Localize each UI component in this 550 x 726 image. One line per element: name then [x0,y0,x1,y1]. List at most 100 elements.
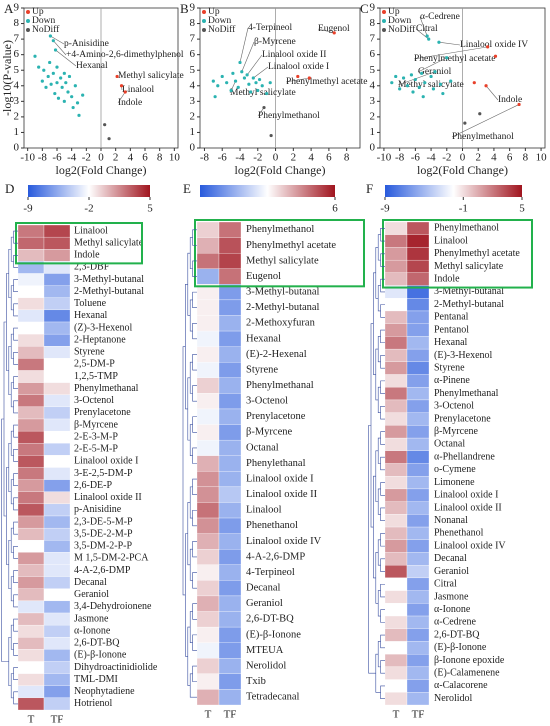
heat-cell [218,658,242,674]
heat-cell [406,221,430,235]
row-label: 3-Methyl-butanal [246,287,320,298]
heat-cell [218,221,242,238]
row-label: 2,5-DM-P [74,359,115,370]
heat-cell [196,486,220,503]
point [423,81,427,85]
heat-cell [196,502,220,519]
leader-line [317,28,335,34]
heat-cell [17,406,45,420]
heat-cell [196,517,220,534]
point [51,71,55,75]
heat-cell [43,661,71,674]
point [53,91,57,96]
legend-marker [382,19,386,23]
row-label: Prenylacetone [74,407,131,418]
heat-cell [43,624,71,638]
row-label: β-Ionone epoxide [434,655,505,666]
heat-cell [196,595,220,612]
dendrogram [377,539,381,566]
heat-cell [43,515,71,529]
heat-cell [406,412,430,426]
heat-cell [17,515,45,529]
row-label: α-Pinene [434,375,470,386]
row-label: Hotrienol [74,698,113,709]
heat-cell [218,393,242,410]
x-tick-label: -4 [67,152,77,164]
dendrogram [380,355,385,369]
heat-cell [196,580,220,597]
y-tick-label: 7 [190,33,196,45]
heat-cell [43,612,71,626]
row-label: Prenylacetone [246,411,306,422]
point [123,90,127,94]
heat-cell [384,628,408,642]
heat-cell [406,628,430,642]
dendrogram [377,336,381,363]
dendrogram [373,475,376,579]
dendrogram [10,479,14,505]
row-label: 2-Heptanone [74,334,126,345]
y-tick-label: 3 [190,95,196,107]
heat-cell [17,236,45,250]
row-label: MTEUA [246,645,284,656]
leader-line [117,91,126,104]
heat-cell [384,565,408,579]
heat-cell [17,273,45,286]
row-label: Hexanal [434,337,468,348]
heat-cell [384,425,408,439]
heat-cell [384,437,408,451]
y-tick-label: 9 [14,2,20,14]
heat-cell [218,268,242,285]
heat-cell [406,272,430,286]
row-label: Linalool oxide II [434,502,502,513]
heat-cell [406,399,430,413]
heat-cell [43,394,71,408]
row-label: 2-Methyl-butanal [246,302,320,313]
point [245,73,249,77]
point [48,34,53,38]
y-tick-label: 8 [370,17,376,29]
heat-cell [406,577,430,591]
point [390,81,394,85]
annotation: Linalool oxide IV [460,40,528,50]
legend-marker [26,10,30,14]
row-label: TML-DMI [74,674,118,685]
row-label: α-Calacorene [434,680,488,691]
y-tick-label: 6 [190,48,196,60]
y-tick-label: 3 [14,95,20,107]
heat-cell [43,333,71,347]
dendrogram [13,352,18,365]
row-label: α-Cedrene [434,617,476,628]
row-label: 2-Methoxyfuran [246,318,316,329]
heat-cell [384,463,408,477]
point [437,40,441,44]
heat-cell [196,393,220,410]
annotation: +4-Amino-2,6-dimethylphenol [66,50,184,60]
point [260,84,264,88]
heat-cell [17,503,45,517]
point [211,79,215,83]
dendrogram [189,611,193,643]
heat-cell [384,298,408,312]
heat-cell [43,236,71,250]
row-label: 2,6-DT-BQ [74,638,120,649]
dendrogram [13,667,18,680]
heat-cell [196,533,220,550]
heat-cell [218,486,242,503]
heat-cell [218,299,242,316]
point [427,37,431,41]
y-tick-label: 4 [14,79,20,91]
dendrogram [8,248,12,299]
heat-cell [218,377,242,394]
dendrogram [13,570,18,583]
panel-label: F [366,181,373,196]
point [429,74,433,79]
heat-cell [17,685,45,699]
dendrogram [182,346,186,596]
heat-cell [218,424,242,441]
colorbar [28,185,150,197]
colorbar-label: -1 [459,203,468,215]
annotation: Phenylmethanol [258,111,320,121]
legend-label: Down [208,16,231,26]
point [401,76,406,80]
